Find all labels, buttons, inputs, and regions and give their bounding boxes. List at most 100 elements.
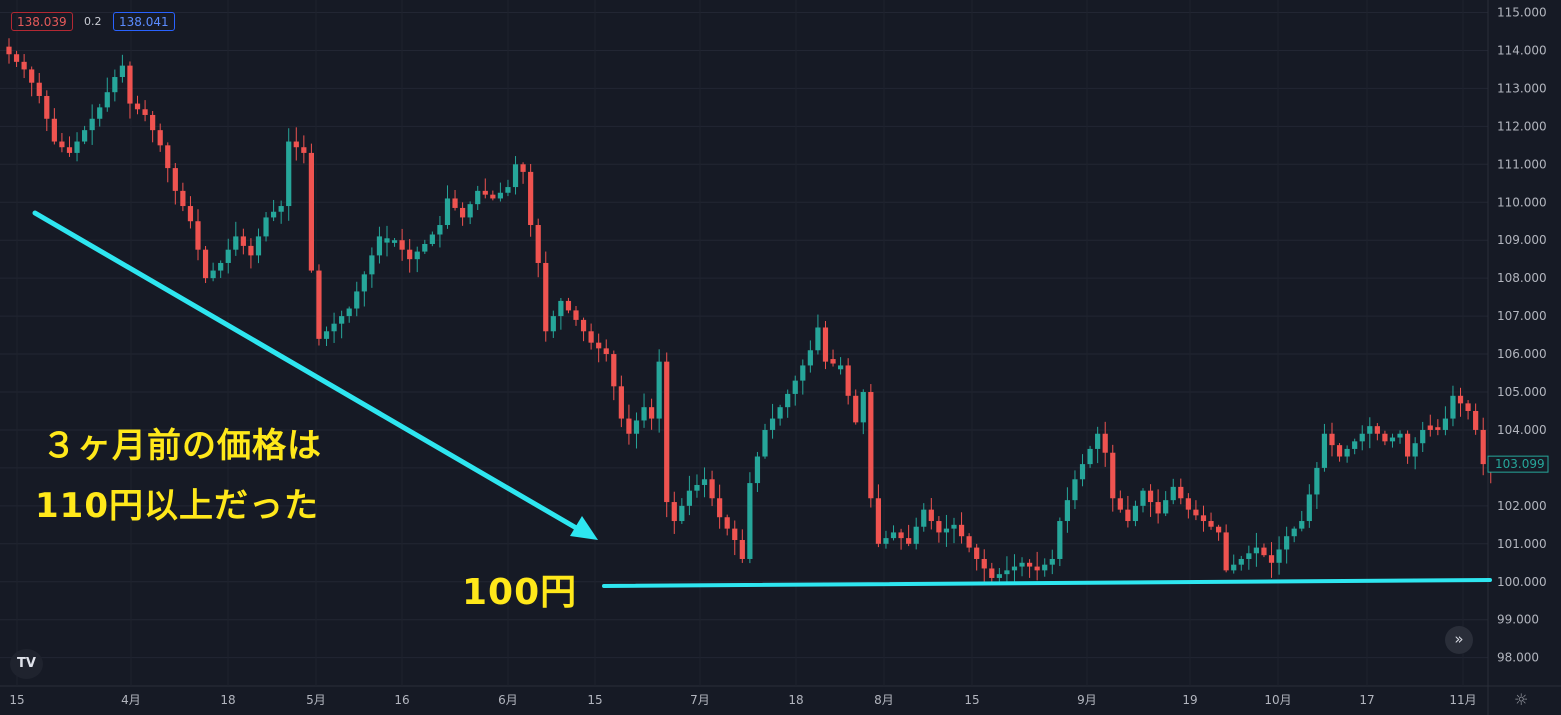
candle-body: [263, 217, 269, 237]
candle: [868, 384, 874, 508]
sell-price-badge[interactable]: 138.039: [11, 12, 73, 31]
candle: [1420, 421, 1426, 452]
price-tick-label: 114.000: [1497, 43, 1547, 57]
candle: [1087, 445, 1093, 468]
candle: [97, 103, 103, 127]
candle: [1465, 400, 1471, 420]
candle-body: [1064, 500, 1070, 522]
candle: [263, 212, 269, 242]
candle-body: [384, 238, 390, 243]
candle-body: [550, 316, 556, 332]
last-price-box: [1487, 455, 1549, 473]
candle: [1238, 555, 1244, 571]
candle: [611, 350, 617, 401]
candle: [331, 312, 337, 343]
candle: [1352, 438, 1358, 455]
candle-body: [701, 479, 708, 485]
candle-body: [853, 395, 859, 423]
candle: [936, 516, 942, 543]
candle-body: [1231, 564, 1237, 571]
candle: [762, 423, 768, 459]
candle-body: [875, 498, 881, 544]
candle: [452, 189, 458, 211]
candle: [535, 218, 541, 278]
candle: [1216, 524, 1222, 541]
candle-body: [1382, 433, 1388, 442]
candle-body: [989, 568, 995, 578]
candle-body: [1095, 433, 1101, 449]
candle-body: [66, 147, 73, 153]
candle-body: [656, 361, 662, 419]
candle-body: [1450, 395, 1456, 419]
time-axis: 15 4月 18 5月 16 6月 15 7月 18 8月 15 9月 19 10月 17 11月: [9, 693, 1476, 707]
candle-body: [1147, 490, 1154, 503]
candle-body: [89, 118, 95, 131]
candle-body: [1079, 464, 1086, 480]
candle-body: [1397, 433, 1403, 438]
candle-body: [1125, 509, 1131, 522]
candle: [580, 317, 587, 342]
candle-body: [323, 331, 330, 339]
candle-body: [694, 484, 700, 491]
candle: [830, 349, 836, 367]
candle-body: [497, 192, 503, 199]
candle-body: [255, 236, 262, 256]
candle-body: [1004, 570, 1010, 575]
candle-body: [293, 141, 299, 148]
time-tick-label: 19: [1182, 693, 1197, 707]
gear-icon[interactable]: ☼: [1514, 690, 1529, 709]
trend-arrow-annotation: [32, 210, 598, 540]
candle: [1291, 526, 1297, 543]
candle-body: [573, 310, 579, 320]
candle-body: [354, 291, 360, 309]
candle: [1170, 478, 1176, 505]
candle-body: [1465, 403, 1471, 411]
buy-price-badge[interactable]: 138.041: [113, 12, 175, 31]
candle-body: [271, 211, 277, 218]
candle-body: [1178, 486, 1184, 499]
last-price-marker: 103.099: [1487, 455, 1549, 473]
candle: [1397, 430, 1403, 444]
candle: [656, 349, 662, 433]
candle: [1435, 419, 1441, 436]
candle-body: [1057, 521, 1063, 559]
candle: [769, 403, 776, 439]
candle: [989, 562, 995, 585]
candle-body: [316, 270, 322, 339]
candle: [361, 271, 367, 307]
candle-body: [1367, 426, 1373, 434]
candle: [890, 525, 897, 541]
candle-body: [1155, 502, 1161, 514]
candle: [1284, 526, 1290, 564]
candle: [512, 156, 519, 195]
candle-body: [1238, 558, 1244, 565]
candle-body: [1246, 553, 1252, 559]
tradingview-logo-icon[interactable]: TV: [10, 649, 43, 679]
last-price-label: 103.099: [1495, 457, 1545, 471]
time-tick-label: 8月: [874, 693, 894, 707]
candle: [717, 484, 723, 529]
candle-body: [1072, 479, 1078, 501]
candle: [1231, 554, 1237, 574]
candle-body: [641, 407, 647, 421]
price-tick-label: 108.000: [1497, 271, 1547, 285]
candle-body: [233, 236, 239, 250]
candle: [1185, 493, 1191, 519]
candle-body: [1140, 490, 1146, 506]
candle-body: [1087, 448, 1093, 465]
double-chevron-right-icon[interactable]: »: [1445, 626, 1473, 654]
candle-body: [460, 207, 466, 218]
candle: [1299, 510, 1305, 532]
candle-body: [951, 524, 957, 529]
candle-body: [558, 300, 564, 317]
candle-body: [1163, 500, 1169, 514]
candle: [142, 100, 148, 122]
candle: [633, 412, 640, 449]
candle-body: [1193, 509, 1199, 516]
time-tick-label: 4月: [121, 693, 141, 707]
candle: [1147, 484, 1154, 517]
candle: [981, 549, 987, 584]
support-level-line: [602, 578, 1492, 588]
candle-body: [218, 262, 224, 271]
